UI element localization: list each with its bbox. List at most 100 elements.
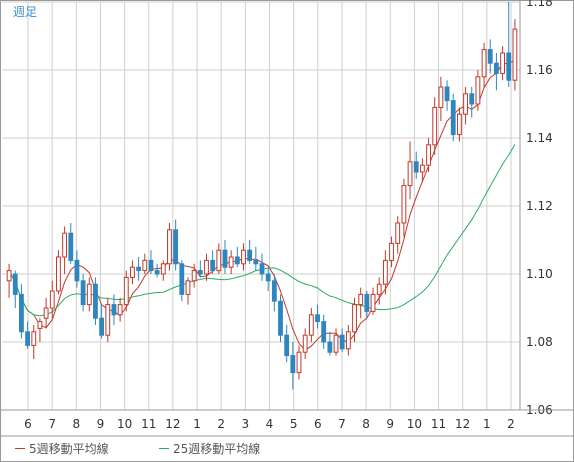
candle-body	[247, 249, 253, 261]
candle-body	[19, 293, 24, 333]
candle-body	[216, 249, 222, 272]
candle-body	[284, 334, 290, 357]
x-tick-label: 1	[483, 417, 491, 431]
candle-body	[475, 76, 481, 105]
candle-body	[136, 266, 142, 272]
candle-body	[49, 290, 55, 309]
candle-body	[302, 334, 308, 353]
y-tick-label: 1.08	[526, 335, 553, 349]
candle-body	[25, 331, 31, 346]
y-tick-label: 1.12	[526, 199, 553, 213]
candle-body	[345, 331, 351, 350]
y-tick-label: 1.10	[526, 267, 553, 281]
candle-body	[56, 256, 61, 292]
candle-body	[456, 113, 462, 136]
candle-body	[173, 229, 179, 265]
candle-body	[271, 280, 277, 302]
x-tick-label: 9	[97, 417, 105, 431]
candle-body	[93, 283, 98, 319]
candle-body	[228, 256, 234, 268]
candle-body	[197, 270, 203, 275]
candle-body	[278, 300, 283, 336]
candle-body	[74, 259, 80, 282]
candle-body	[481, 49, 487, 78]
candle-body	[290, 355, 296, 374]
candle-body	[142, 259, 148, 272]
candle-body	[234, 256, 240, 265]
x-tick-label: 12	[165, 417, 180, 431]
x-tick-label: 7	[48, 417, 56, 431]
x-tick-label: 2	[217, 417, 225, 431]
x-tick-label: 2	[507, 417, 515, 431]
candle-body	[389, 242, 394, 261]
candle-body	[407, 161, 413, 187]
x-tick-label: 6	[24, 417, 32, 431]
candle-body	[210, 259, 216, 272]
candle-body	[253, 259, 259, 265]
legend-item-ma5: 5週移動平均線	[15, 440, 109, 457]
candle-body	[413, 161, 419, 173]
candle-body	[37, 321, 43, 329]
candle-body	[68, 232, 74, 261]
y-tick-label: 1.16	[526, 63, 553, 77]
candle-body	[179, 263, 185, 295]
candle-body	[469, 93, 475, 105]
candle-body	[438, 86, 444, 108]
candle-body	[500, 52, 505, 74]
candle-body	[62, 232, 68, 258]
candle-body	[105, 304, 111, 336]
x-tick-label: 1	[193, 417, 201, 431]
candle-body	[148, 259, 154, 272]
x-tick-label: 10	[407, 417, 422, 431]
candle-body	[6, 270, 12, 282]
candle-body	[167, 229, 172, 265]
candle-body	[339, 334, 345, 350]
candle-body	[512, 28, 518, 81]
legend-swatch-ma5	[15, 448, 25, 449]
y-tick-label: 1.14	[526, 131, 553, 145]
candle-body	[185, 280, 191, 295]
x-tick-label: 7	[338, 417, 346, 431]
x-tick-label: 8	[72, 417, 80, 431]
candle-body	[296, 351, 302, 374]
x-tick-label: 10	[117, 417, 132, 431]
x-tick-label: 5	[290, 417, 298, 431]
candle-body	[376, 283, 382, 295]
candle-body	[321, 321, 327, 343]
candle-body	[123, 276, 129, 306]
candle-body	[111, 304, 117, 316]
candle-body	[493, 62, 499, 74]
x-tick-label: 11	[431, 417, 446, 431]
candle-body	[12, 273, 18, 295]
legend-label-ma25: 25週移動平均線	[173, 442, 261, 456]
candle-body	[31, 331, 37, 346]
x-tick-label: 4	[266, 417, 274, 431]
candle-body	[315, 314, 320, 323]
candle-body	[463, 93, 468, 115]
candle-body	[450, 100, 456, 136]
candle-body	[308, 314, 314, 336]
period-label: 週足	[13, 5, 38, 19]
candle-body	[160, 263, 166, 275]
candle-body	[395, 222, 401, 244]
candle-body	[382, 259, 388, 285]
candle-body	[86, 283, 92, 306]
candle-body	[191, 270, 197, 282]
candle-body	[43, 307, 49, 319]
candle-body	[259, 263, 265, 275]
candle-body	[506, 52, 512, 81]
y-tick-label: 1.18	[526, 0, 553, 9]
x-tick-label: 6	[314, 417, 322, 431]
x-tick-label: 11	[141, 417, 156, 431]
candle-body	[364, 293, 370, 312]
candle-body	[130, 266, 135, 278]
legend-item-ma25: 25週移動平均線	[159, 440, 260, 457]
candle-body	[333, 334, 339, 353]
candle-body	[154, 270, 160, 275]
candle-body	[327, 341, 333, 353]
candle-body	[99, 317, 105, 336]
candle-body	[358, 293, 364, 306]
x-tick-label: 8	[362, 417, 370, 431]
candle-body	[444, 86, 450, 102]
